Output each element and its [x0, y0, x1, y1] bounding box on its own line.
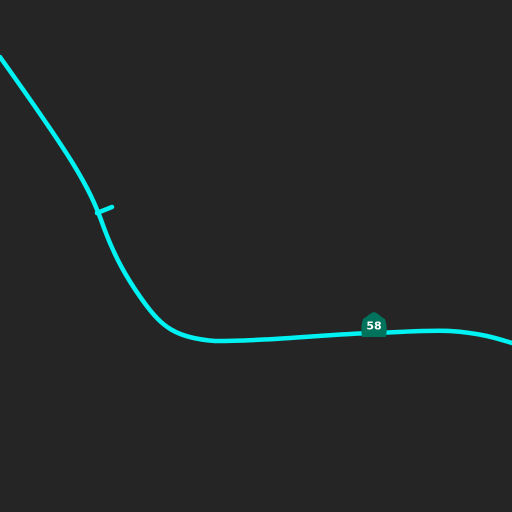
ramp-stub-line[interactable] [94, 204, 115, 216]
highway-road-line[interactable] [0, 54, 512, 346]
route-shield[interactable]: 58 [361, 312, 387, 337]
route-shield-number: 58 [366, 320, 381, 333]
route-shield-icon [361, 312, 387, 337]
